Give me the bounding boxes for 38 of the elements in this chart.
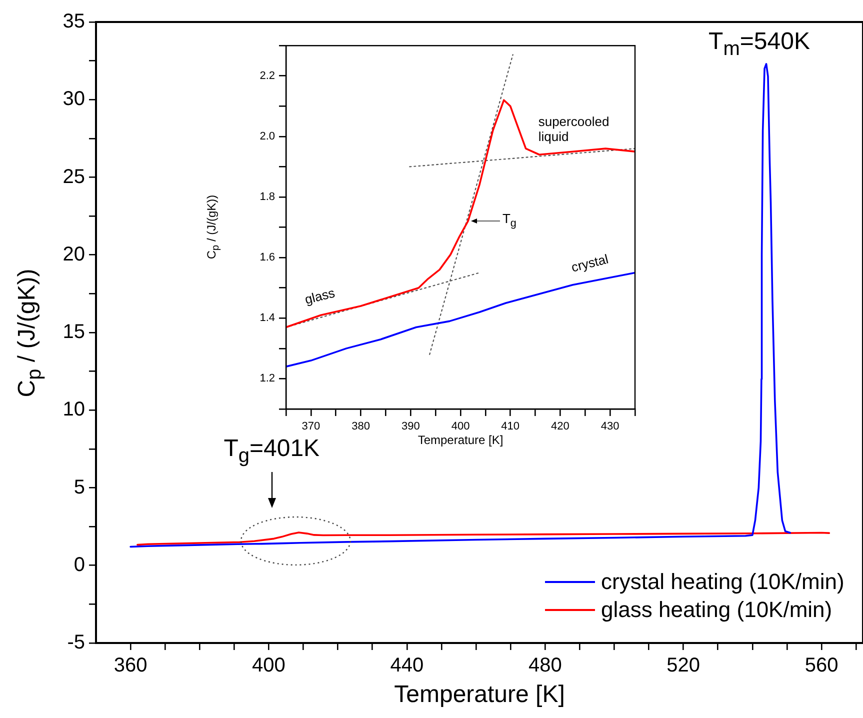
annotation: crystal (570, 252, 610, 276)
x-tick-label: 440 (390, 654, 424, 677)
x-tick-label: 370 (302, 420, 320, 433)
x-tick-label: 560 (804, 654, 838, 677)
x-tick-label: 360 (114, 654, 148, 677)
annotation: glass (303, 286, 336, 308)
y-tick-label: 25 (62, 166, 85, 188)
y-tick-label: 0 (74, 554, 85, 576)
y-tick-label: 1.4 (260, 312, 275, 324)
x-axis-title: Temperature [K] (394, 681, 565, 709)
y-tick-label: -5 (67, 632, 85, 654)
x-tick-label: 520 (666, 654, 700, 677)
y-tick-label: 35 (62, 10, 85, 33)
legend-label: crystal heating (10K/min) (601, 569, 844, 595)
y-tick-label: 2.0 (260, 130, 275, 142)
annotation: T$_{m}$=540K (708, 28, 810, 61)
y-tick-label: 1.2 (260, 372, 275, 385)
x-tick-label: 430 (600, 420, 620, 433)
y-tick-label: 5 (74, 476, 85, 498)
x-tick-label: 400 (252, 654, 286, 677)
y-tick-label: 2.2 (260, 70, 275, 82)
annotation: T$_{g}$ (502, 211, 516, 230)
x-tick-label: 380 (352, 420, 370, 433)
x-tick-label: 390 (401, 420, 420, 433)
annotation: T$_{g}$=401K (224, 435, 320, 468)
x-tick-label: 420 (551, 420, 570, 433)
y-tick-label: 15 (62, 321, 85, 344)
x-tick-label: 410 (501, 420, 520, 433)
y-tick-label: 30 (62, 88, 85, 110)
x-tick-label: 400 (451, 420, 470, 433)
x-tick-label: 480 (528, 654, 562, 677)
y-tick-label: 20 (62, 243, 85, 266)
annotation: supercooled liquid (538, 114, 610, 146)
y-tick-label: 10 (62, 398, 85, 421)
y-tick-label: 1.8 (260, 191, 275, 204)
y-tick-label: 1.6 (260, 252, 275, 264)
x-axis-title: Temperature [K] (418, 433, 504, 447)
legend-label: glass heating (10K/min) (601, 597, 832, 623)
